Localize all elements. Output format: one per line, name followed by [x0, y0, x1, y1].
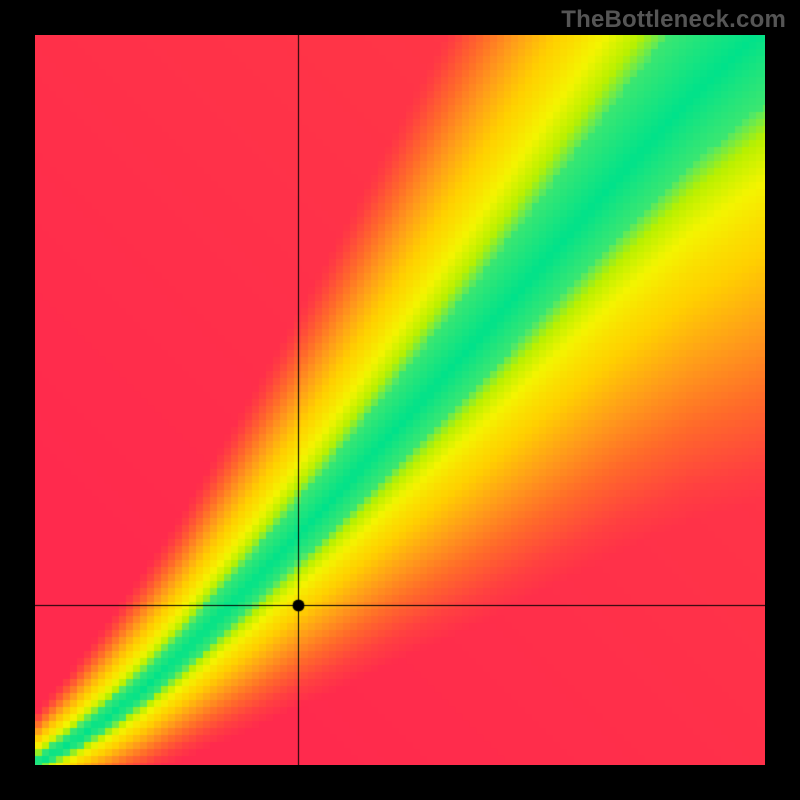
bottleneck-heatmap [35, 35, 765, 765]
watermark-label: TheBottleneck.com [561, 6, 786, 34]
